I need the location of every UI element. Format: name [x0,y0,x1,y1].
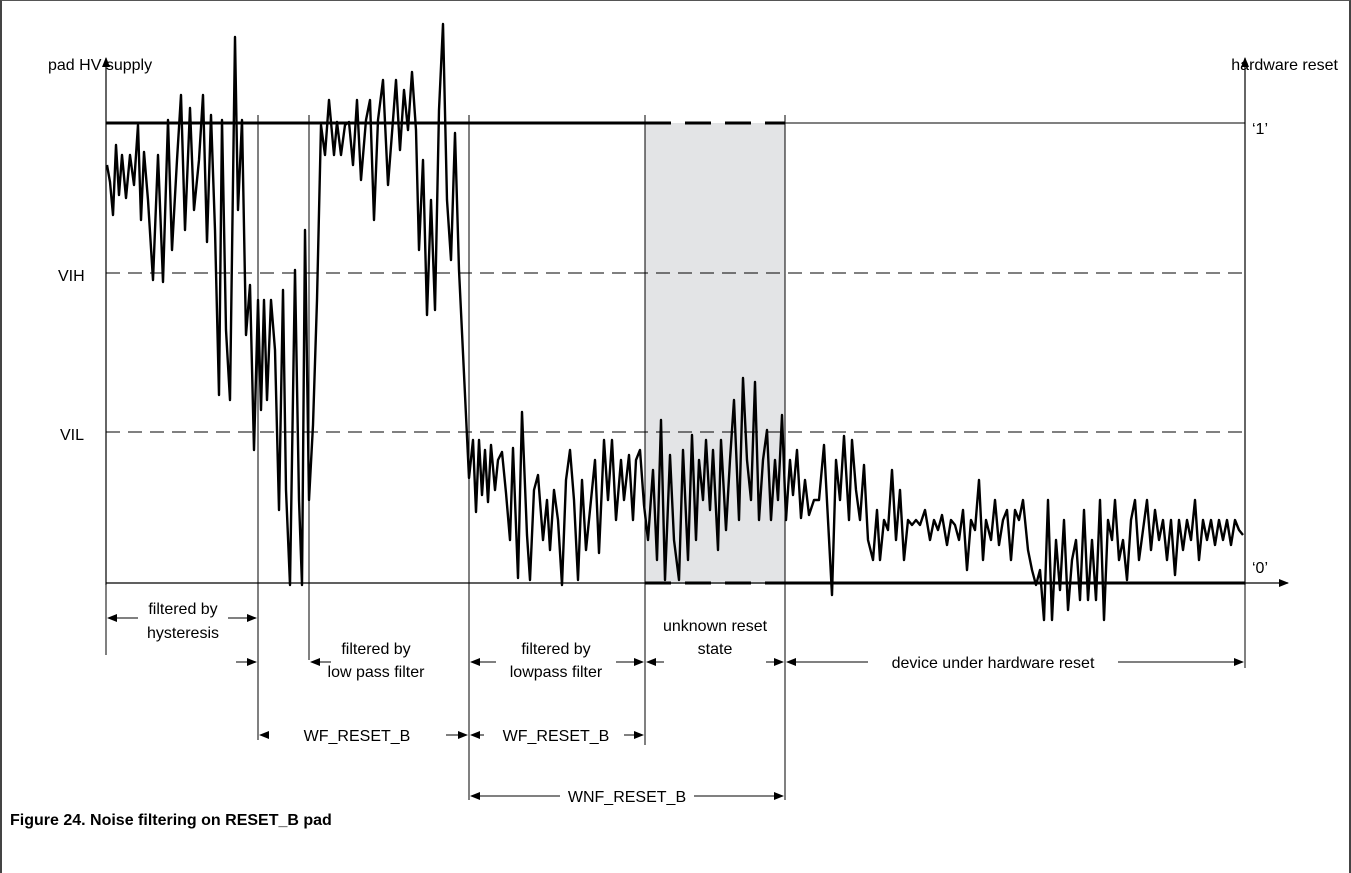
wnf-label: WNF_RESET_B [568,789,686,806]
vih-label: VIH [58,268,85,285]
unknown-state-region [645,123,785,584]
pad-supply-signal [105,22,1244,622]
lowpass1-label-1: filtered by [341,641,410,658]
level-low-label: ‘0’ [1252,560,1268,577]
level-high-label: ‘1’ [1252,121,1268,138]
hysteresis-label-2: hysteresis [147,625,219,642]
wf1-label: WF_RESET_B [304,728,411,745]
unknown-label-1: unknown reset [663,618,768,635]
left-axis-label: pad HV supply [48,57,152,74]
right-axis-label: hardware reset [1231,57,1338,74]
noise-filter-diagram: pad HV supply hardware reset ‘1’ ‘0’ VIH… [48,22,1339,806]
vil-label: VIL [60,427,84,444]
device-reset-label: device under hardware reset [892,655,1095,672]
figure-caption: Figure 24. Noise filtering on RESET_B pa… [10,812,332,829]
lowpass2-label-2: lowpass filter [510,664,603,681]
lowpass1-label-2: low pass filter [328,664,426,681]
wf2-label: WF_RESET_B [503,728,610,745]
unknown-label-2: state [698,641,733,658]
hysteresis-label-1: filtered by [148,601,217,618]
lowpass2-label-1: filtered by [521,641,590,658]
